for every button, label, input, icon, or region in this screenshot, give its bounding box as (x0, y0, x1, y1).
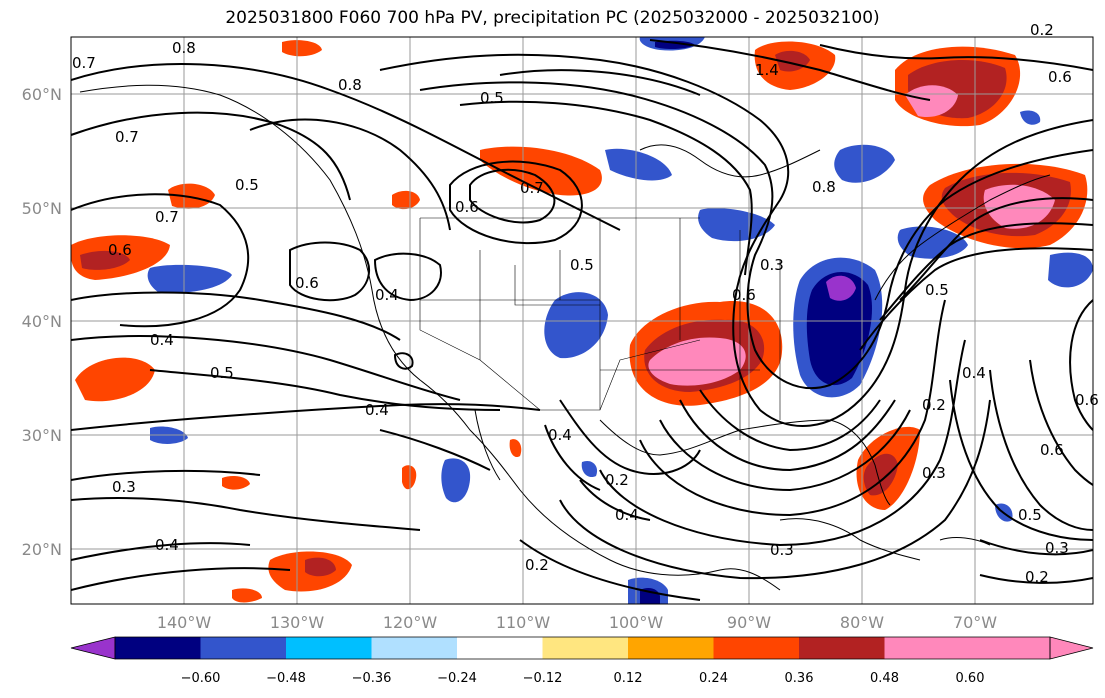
contour-label: 0.8 (338, 76, 362, 94)
colorbar-extend-max (1049, 636, 1094, 660)
contour-label: 0.4 (548, 426, 572, 444)
contour-label: 0.4 (962, 364, 986, 382)
map-title: 2025031800 F060 700 hPa PV, precipitatio… (225, 8, 880, 28)
contour-label: 0.6 (295, 274, 319, 292)
colorbar-segment (713, 637, 799, 659)
graticule (71, 37, 1093, 604)
lon-label: 100°W (609, 613, 664, 632)
lon-label: 140°W (157, 613, 212, 632)
contour-label: 0.3 (112, 478, 136, 496)
contour-labels: 0.7 0.8 0.8 0.5 1.4 0.6 0.7 0.5 0.6 0.7 … (72, 21, 1099, 586)
contour-label: 0.4 (365, 401, 389, 419)
contour-label: 0.2 (922, 396, 946, 414)
lon-label: 90°W (727, 613, 771, 632)
colorbar-extend-min (70, 636, 116, 660)
contour-label: 0.8 (172, 39, 196, 57)
contour-label: 0.2 (605, 471, 629, 489)
colorbar-segment (884, 637, 970, 659)
contour-label: 0.3 (760, 256, 784, 274)
colorbar-tick: −0.24 (437, 671, 477, 686)
colorbar-segment (457, 637, 543, 659)
lon-label: 120°W (383, 613, 438, 632)
contour-label: 0.3 (922, 464, 946, 482)
contour-label: 0.8 (812, 178, 836, 196)
lon-label: 70°W (953, 613, 997, 632)
contour-label: 0.5 (925, 281, 949, 299)
contour-label: 0.3 (770, 541, 794, 559)
map-frame (70, 36, 1094, 605)
contour-label: 0.2 (1030, 21, 1054, 39)
contour-label: 0.4 (615, 506, 639, 524)
colorbar-segment (970, 637, 1050, 659)
colorbar-tick: 0.48 (870, 671, 899, 686)
contour-label: 0.6 (1040, 441, 1064, 459)
latitude-axis: 60°N 50°N 40°N 30°N 20°N (22, 85, 62, 559)
colorbar-tick: −0.48 (266, 671, 306, 686)
contour-label: 0.5 (480, 89, 504, 107)
colorbar-segment (628, 637, 714, 659)
colorbar-tick: 0.60 (956, 671, 985, 686)
contour-label: 0.7 (115, 128, 139, 146)
contour-label: 0.7 (72, 54, 96, 72)
longitude-axis: 140°W 130°W 120°W 110°W 100°W 90°W 80°W … (157, 613, 997, 632)
contour-label: 0.6 (1048, 68, 1072, 86)
pv-contours (71, 39, 1093, 601)
colorbar-segment (799, 637, 885, 659)
colorbar (70, 636, 1094, 660)
contour-label: 0.7 (520, 179, 544, 197)
lon-label: 130°W (270, 613, 325, 632)
colorbar-segment (200, 637, 286, 659)
contour-label: 0.4 (150, 331, 174, 349)
lat-label: 20°N (22, 540, 62, 559)
lon-label: 80°W (840, 613, 884, 632)
contour-label: 0.6 (1075, 391, 1099, 409)
colorbar-tick: 0.12 (614, 671, 643, 686)
contour-label: 0.5 (1018, 506, 1042, 524)
colorbar-segment (371, 637, 457, 659)
contour-label: 0.2 (525, 556, 549, 574)
colorbar-tick: −0.60 (181, 671, 221, 686)
colorbar-segment (286, 637, 372, 659)
lat-label: 50°N (22, 199, 62, 218)
lat-label: 40°N (22, 312, 62, 331)
colorbar-tick: −0.12 (523, 671, 563, 686)
contour-label: 0.6 (455, 198, 479, 216)
contour-label: 0.2 (1025, 568, 1049, 586)
contour-label: 0.5 (570, 256, 594, 274)
contour-label: 1.4 (755, 61, 779, 79)
colorbar-segment (115, 637, 201, 659)
contour-label: 0.5 (235, 176, 259, 194)
contour-label: 0.4 (375, 286, 399, 304)
colorbar-ticks: −0.60 −0.48 −0.36 −0.24 −0.12 0.12 0.24 … (181, 671, 985, 686)
contour-label: 0.3 (1045, 539, 1069, 557)
colorbar-tick: −0.36 (352, 671, 392, 686)
colorbar-tick: 0.24 (699, 671, 728, 686)
lat-label: 30°N (22, 426, 62, 445)
contour-label: 0.4 (155, 536, 179, 554)
contour-label: 0.6 (732, 286, 756, 304)
coastlines (79, 84, 1051, 591)
lon-label: 110°W (496, 613, 551, 632)
contour-label: 0.7 (155, 208, 179, 226)
contour-label: 0.6 (108, 241, 132, 259)
lat-label: 60°N (22, 85, 62, 104)
colorbar-tick: 0.36 (785, 671, 814, 686)
contour-label: 0.5 (210, 364, 234, 382)
colorbar-segment (542, 637, 628, 659)
